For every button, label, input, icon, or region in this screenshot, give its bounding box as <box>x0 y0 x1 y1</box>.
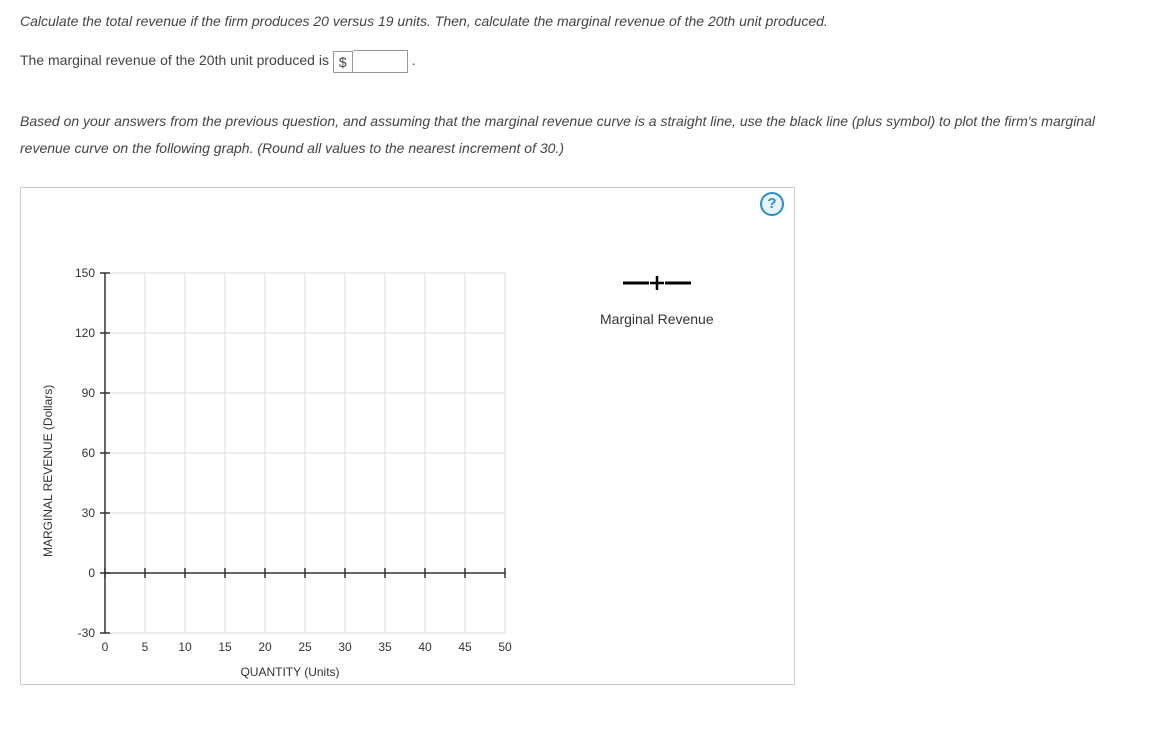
chart-svg[interactable]: -30 0 30 60 90 120 150 0 5 10 15 20 25 30 35 40 45 50 <box>60 263 520 663</box>
svg-text:0: 0 <box>102 640 109 654</box>
svg-text:15: 15 <box>218 640 232 654</box>
svg-text:5: 5 <box>142 640 149 654</box>
dollar-sign: $ <box>333 51 353 73</box>
svg-text:30: 30 <box>338 640 352 654</box>
prompt-prefix: The marginal revenue of the 20th unit pr… <box>20 53 333 69</box>
currency-input-group: $ <box>333 50 408 73</box>
x-axis-label: QUANTITY (Units) <box>60 665 520 679</box>
svg-text:45: 45 <box>458 640 472 654</box>
svg-text:30: 30 <box>82 506 96 520</box>
svg-text:90: 90 <box>82 386 96 400</box>
svg-text:60: 60 <box>82 446 96 460</box>
question1-prompt: The marginal revenue of the 20th unit pr… <box>20 50 1149 73</box>
svg-text:20: 20 <box>258 640 272 654</box>
question2-instruction: Based on your answers from the previous … <box>20 108 1149 161</box>
legend-symbol[interactable] <box>600 273 714 293</box>
svg-text:10: 10 <box>178 640 192 654</box>
svg-text:120: 120 <box>75 326 95 340</box>
svg-text:35: 35 <box>378 640 392 654</box>
svg-text:150: 150 <box>75 266 95 280</box>
help-icon[interactable]: ? <box>760 192 784 216</box>
legend-label: Marginal Revenue <box>600 311 714 327</box>
svg-text:25: 25 <box>298 640 312 654</box>
svg-text:40: 40 <box>418 640 432 654</box>
svg-text:-30: -30 <box>78 626 96 640</box>
prompt-suffix: . <box>412 53 416 69</box>
graph-panel: ? MARGINAL REVENUE (Dollars) -30 0 30 60 90 1… <box>20 187 795 685</box>
marginal-revenue-input[interactable] <box>353 50 408 73</box>
svg-text:50: 50 <box>498 640 512 654</box>
svg-text:0: 0 <box>88 566 95 580</box>
legend[interactable]: Marginal Revenue <box>600 273 714 679</box>
question1-instruction: Calculate the total revenue if the firm … <box>20 10 1149 32</box>
y-axis-label: MARGINAL REVENUE (Dollars) <box>36 263 60 679</box>
chart-area[interactable]: MARGINAL REVENUE (Dollars) -30 0 30 60 90 120… <box>36 263 520 679</box>
